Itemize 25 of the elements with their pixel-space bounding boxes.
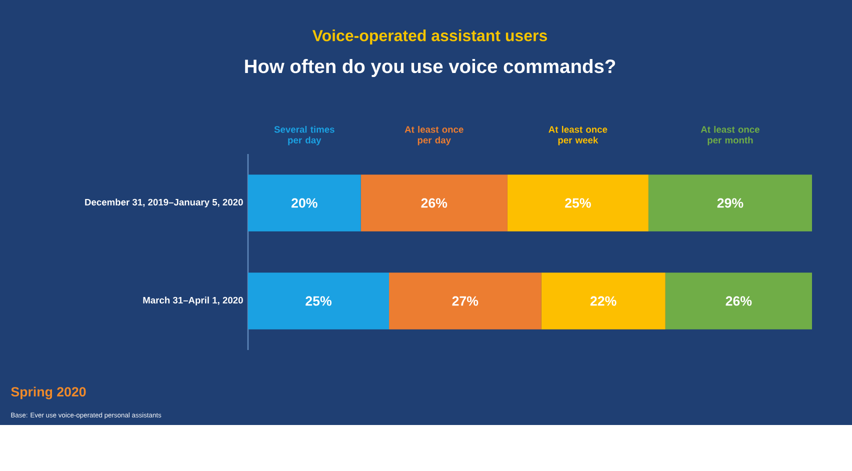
y-tick-label: March 31–April 1, 2020 [143,296,243,306]
data-label: 25% [306,296,332,306]
bar [389,272,542,330]
y-tick-label: December 31, 2019–January 5, 2020 [85,198,243,208]
bar [648,174,812,232]
data-label: 27% [452,296,478,306]
text: Spring 2020 [11,386,86,400]
bar [507,174,648,232]
data-label: 26% [421,198,448,208]
chart-subtitle: How often do you use voice commands? [245,59,616,77]
bar [665,272,812,330]
text: Several times per day [274,126,334,146]
data-label: 20% [292,198,318,208]
bar [360,174,508,232]
bar [541,272,666,330]
bar [248,174,361,232]
data-label: 25% [565,198,591,208]
chart-title: Voice-operated assistant users [312,30,547,44]
data-label: 26% [726,296,752,306]
text: At least once per month [700,126,760,146]
data-label: 29% [717,198,744,208]
data-label: 22% [590,296,616,306]
text: At least once per week [548,126,608,146]
text: At least once per day [404,126,464,146]
bar [248,272,390,330]
